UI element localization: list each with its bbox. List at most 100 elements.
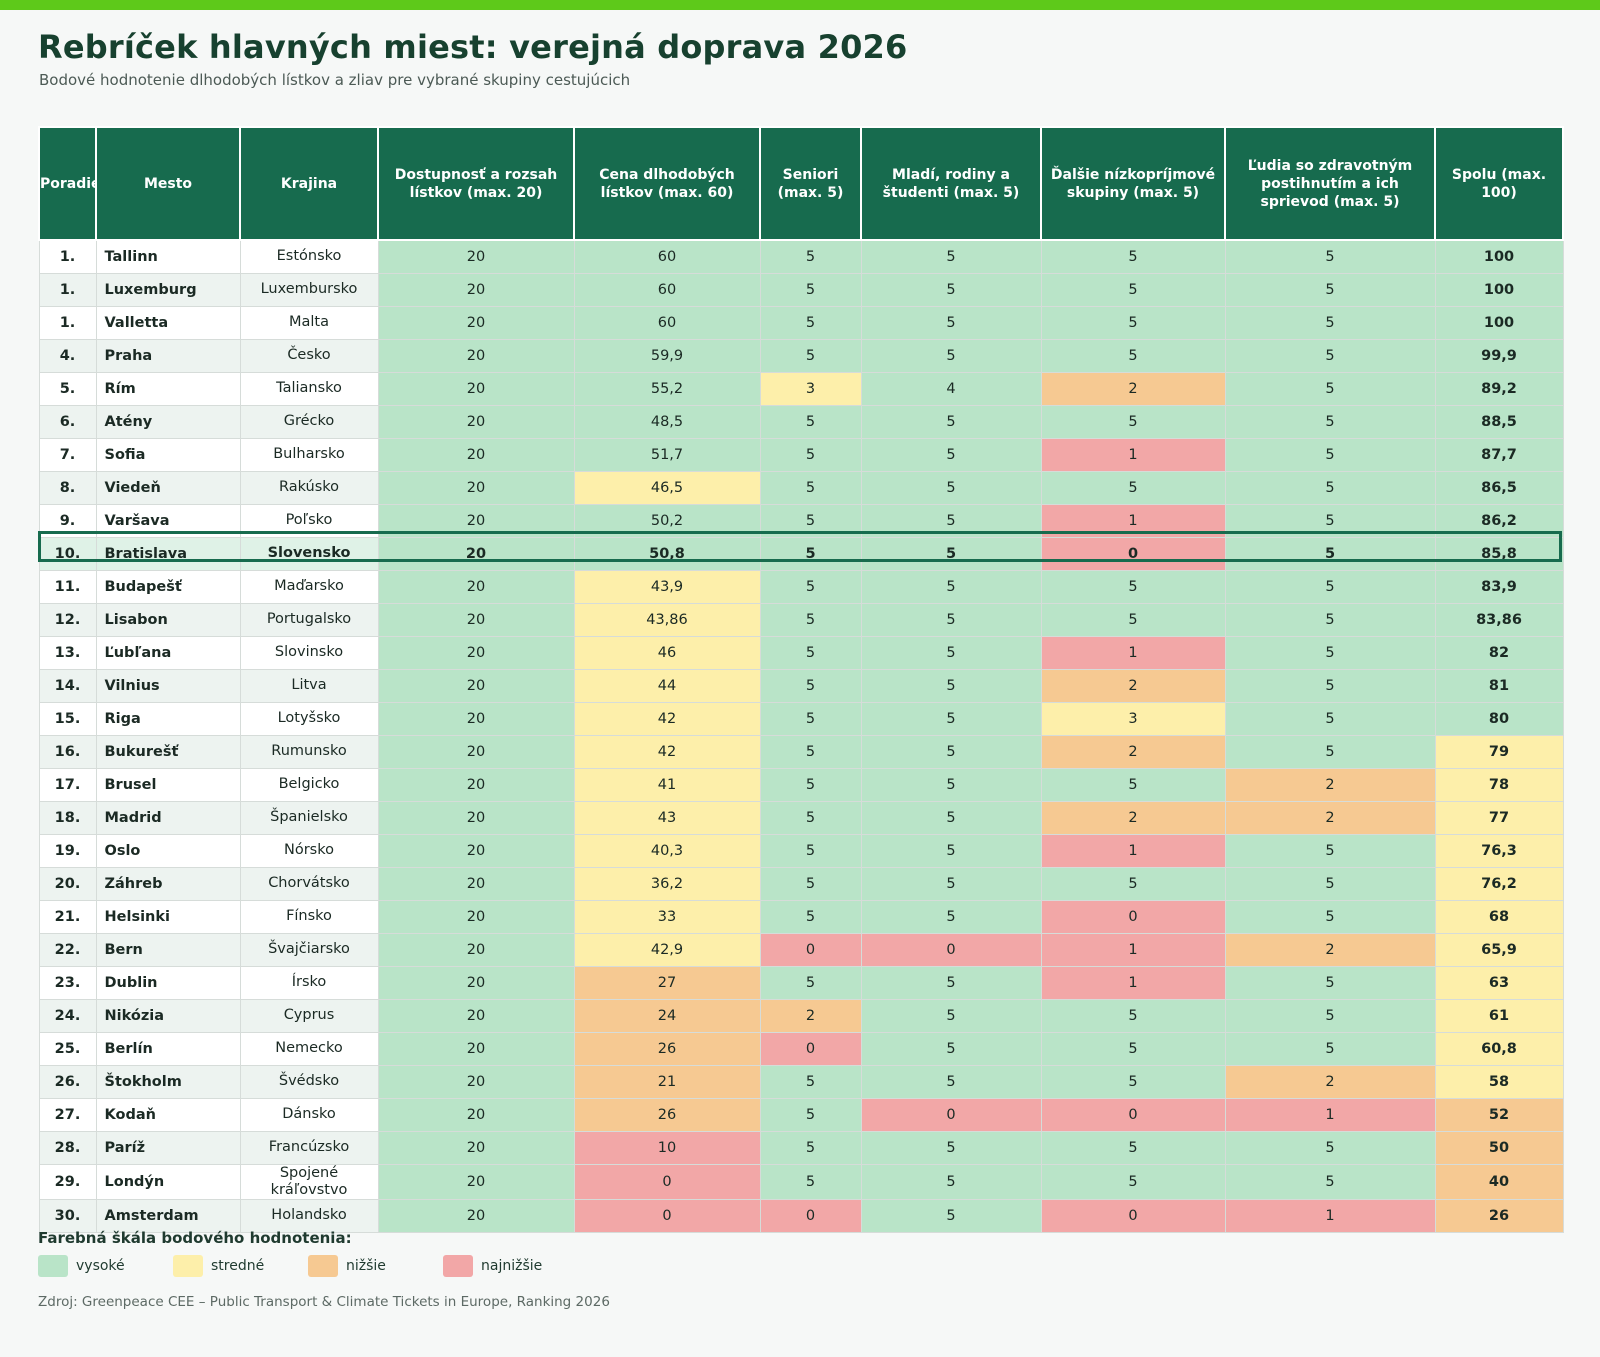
legend-label: vysoké [76, 1258, 125, 1274]
youth-cell: 5 [860, 1064, 1042, 1099]
disabled-cell: 5 [1224, 1031, 1436, 1066]
youth-cell: 0 [860, 932, 1042, 967]
table-row: 29. Londýn Spojené kráľovstvo 20 0 5 5 5 5 40 [38, 1163, 1564, 1200]
low-income-cell: 5 [1040, 1064, 1226, 1099]
low-income-cell: 0 [1040, 1097, 1226, 1132]
total-cell: 61 [1434, 998, 1564, 1033]
price-cell: 60 [573, 272, 761, 307]
legend-swatch-lowest [443, 1255, 473, 1277]
seniors-cell: 5 [759, 1130, 862, 1165]
youth-cell: 5 [860, 503, 1042, 538]
country-cell: Holandsko [239, 1198, 379, 1233]
access-cell: 20 [377, 833, 575, 868]
low-income-cell: 0 [1040, 536, 1226, 571]
total-cell: 100 [1434, 239, 1564, 274]
table-row: 30. Amsterdam Holandsko 20 0 0 5 0 1 26 [38, 1198, 1564, 1233]
low-income-cell: 5 [1040, 998, 1226, 1033]
access-cell: 20 [377, 668, 575, 703]
price-cell: 46 [573, 635, 761, 670]
seniors-cell: 5 [759, 437, 862, 472]
rank-cell: 25. [38, 1031, 97, 1066]
total-cell: 87,7 [1434, 437, 1564, 472]
table-row: 28. Paríž Francúzsko 20 10 5 5 5 5 50 [38, 1130, 1564, 1165]
youth-cell: 5 [860, 404, 1042, 439]
price-cell: 0 [573, 1198, 761, 1233]
city-cell: Amsterdam [95, 1198, 241, 1233]
table-row: 11. Budapešť Maďarsko 20 43,9 5 5 5 5 83,9 [38, 569, 1564, 604]
country-cell: Luxembursko [239, 272, 379, 307]
low-income-cell: 1 [1040, 503, 1226, 538]
total-cell: 26 [1434, 1198, 1564, 1233]
rank-cell: 19. [38, 833, 97, 868]
disabled-cell: 5 [1224, 635, 1436, 670]
total-cell: 68 [1434, 899, 1564, 934]
legend-title: Farebná škála bodového hodnotenia: [38, 1229, 352, 1247]
table-row: 1. Valletta Malta 20 60 5 5 5 5 100 [38, 305, 1564, 340]
total-cell: 77 [1434, 800, 1564, 835]
city-cell: Varšava [95, 503, 241, 538]
city-cell: Ľubľana [95, 635, 241, 670]
rank-cell: 1. [38, 272, 97, 307]
low-income-cell: 1 [1040, 932, 1226, 967]
country-cell: Poľsko [239, 503, 379, 538]
price-cell: 27 [573, 965, 761, 1000]
access-cell: 20 [377, 866, 575, 901]
access-cell: 20 [377, 503, 575, 538]
country-cell: Švajčiarsko [239, 932, 379, 967]
youth-cell: 5 [860, 1198, 1042, 1233]
disabled-cell: 5 [1224, 503, 1436, 538]
city-cell: Nikózia [95, 998, 241, 1033]
access-cell: 20 [377, 1064, 575, 1099]
access-cell: 20 [377, 701, 575, 736]
seniors-cell: 5 [759, 569, 862, 604]
column-header-country: Krajina [239, 126, 379, 241]
country-cell: Slovinsko [239, 635, 379, 670]
rank-cell: 6. [38, 404, 97, 439]
disabled-cell: 5 [1224, 338, 1436, 373]
legend-item-lowest: najnižšie [443, 1255, 542, 1277]
table-row: 27. Kodaň Dánsko 20 26 5 0 0 1 52 [38, 1097, 1564, 1132]
low-income-cell: 1 [1040, 437, 1226, 472]
access-cell: 20 [377, 338, 575, 373]
disabled-cell: 5 [1224, 239, 1436, 274]
rank-cell: 12. [38, 602, 97, 637]
youth-cell: 5 [860, 239, 1042, 274]
access-cell: 20 [377, 569, 575, 604]
total-cell: 52 [1434, 1097, 1564, 1132]
youth-cell: 5 [860, 338, 1042, 373]
total-cell: 86,2 [1434, 503, 1564, 538]
total-cell: 40 [1434, 1163, 1564, 1200]
seniors-cell: 5 [759, 503, 862, 538]
price-cell: 41 [573, 767, 761, 802]
country-cell: Bulharsko [239, 437, 379, 472]
disabled-cell: 5 [1224, 899, 1436, 934]
rank-cell: 4. [38, 338, 97, 373]
disabled-cell: 5 [1224, 305, 1436, 340]
price-cell: 33 [573, 899, 761, 934]
price-cell: 26 [573, 1031, 761, 1066]
city-cell: Dublin [95, 965, 241, 1000]
country-cell: Fínsko [239, 899, 379, 934]
table-row: 9. Varšava Poľsko 20 50,2 5 5 1 5 86,2 [38, 503, 1564, 538]
disabled-cell: 1 [1224, 1097, 1436, 1132]
table-row: 13. Ľubľana Slovinsko 20 46 5 5 1 5 82 [38, 635, 1564, 670]
access-cell: 20 [377, 734, 575, 769]
table-row: 24. Nikózia Cyprus 20 24 2 5 5 5 61 [38, 998, 1564, 1033]
disabled-cell: 5 [1224, 272, 1436, 307]
country-cell: Nórsko [239, 833, 379, 868]
city-cell: Praha [95, 338, 241, 373]
access-cell: 20 [377, 899, 575, 934]
total-cell: 79 [1434, 734, 1564, 769]
price-cell: 21 [573, 1064, 761, 1099]
disabled-cell: 5 [1224, 371, 1436, 406]
low-income-cell: 5 [1040, 866, 1226, 901]
price-cell: 51,7 [573, 437, 761, 472]
low-income-cell: 3 [1040, 701, 1226, 736]
youth-cell: 5 [860, 734, 1042, 769]
rank-cell: 28. [38, 1130, 97, 1165]
disabled-cell: 2 [1224, 932, 1436, 967]
youth-cell: 5 [860, 899, 1042, 934]
price-cell: 26 [573, 1097, 761, 1132]
total-cell: 100 [1434, 272, 1564, 307]
rank-cell: 14. [38, 668, 97, 703]
